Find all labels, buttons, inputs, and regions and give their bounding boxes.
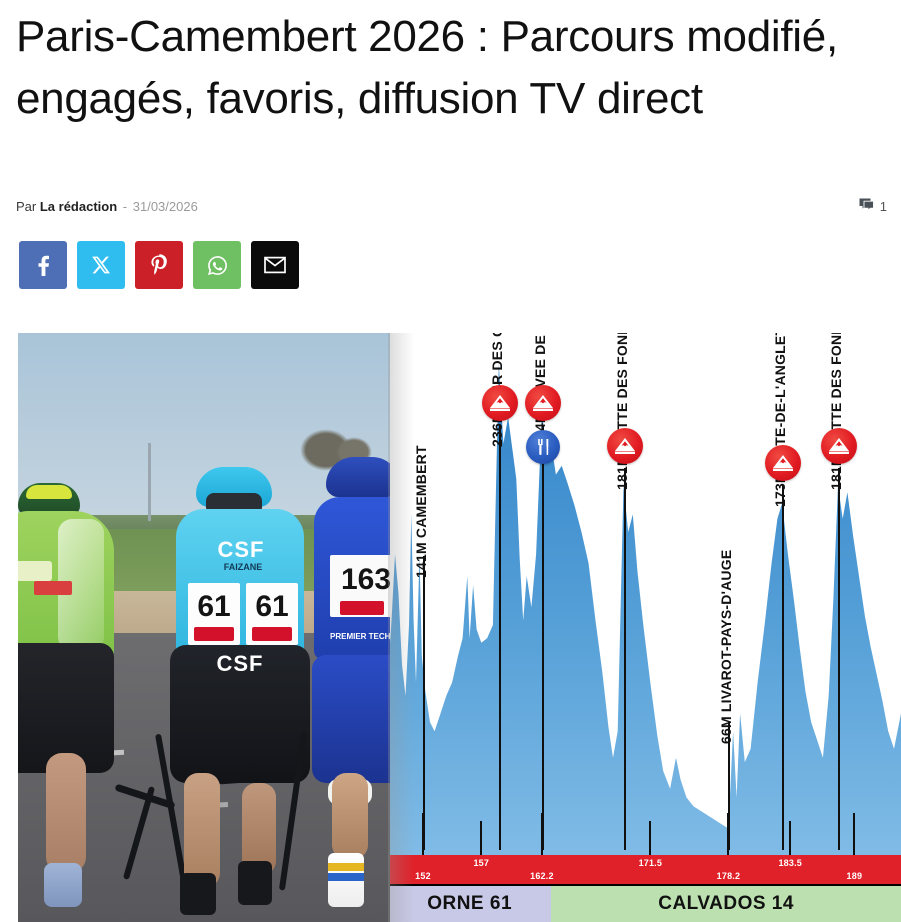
- km-label: 157: [473, 858, 490, 868]
- share-email-button[interactable]: [251, 241, 299, 289]
- rider-csf-bib-left: 61: [197, 590, 231, 623]
- rider-csf-leg: [242, 783, 276, 875]
- pinterest-icon: [148, 254, 170, 276]
- twitter-x-icon: [91, 255, 111, 275]
- marker-label: 181M BUTTE DES FONDITS: [828, 333, 845, 490]
- marker-stem: [728, 722, 731, 850]
- page-title: Paris-Camembert 2026 : Parcours modifié,…: [16, 12, 838, 124]
- department-bar: ORNE 61 CALVADOS 14: [388, 886, 901, 922]
- share-pinterest-button[interactable]: [135, 241, 183, 289]
- rider-csf-bib-right: 61: [255, 590, 289, 623]
- share-buttons: [19, 241, 299, 289]
- byline-author[interactable]: La rédaction: [39, 199, 118, 214]
- km-tick: [853, 813, 856, 855]
- rider-csf-shorts-team: CSF: [216, 651, 264, 676]
- km-label: 178.2: [716, 871, 741, 881]
- rider-blue-sock-band: [328, 863, 364, 871]
- rider-csf-leg: [184, 773, 220, 887]
- rider-blue-helmet: [326, 457, 390, 497]
- email-icon: [264, 256, 286, 274]
- km-label: 162.2: [530, 871, 554, 881]
- climb-icon: [524, 385, 561, 421]
- photo-pole: [148, 443, 151, 521]
- rider-green-sock: [44, 863, 82, 907]
- comments-link[interactable]: 1: [859, 198, 887, 214]
- rider-green-helmet-vent: [26, 485, 72, 499]
- rider-csf-sock: [180, 873, 216, 915]
- rider-blue-bib-logo: [340, 601, 384, 615]
- department-label: ORNE 61: [388, 886, 552, 922]
- share-whatsapp-button[interactable]: [193, 241, 241, 289]
- climb-icon: [481, 385, 518, 421]
- climb-icon: [606, 427, 643, 464]
- rider-csf-shorts: [170, 645, 310, 783]
- km-tick: [480, 821, 483, 855]
- marker-stem: [422, 556, 425, 850]
- rider-blue-bib-number: 163: [340, 563, 390, 596]
- byline: Par La rédaction - 31/03/2026: [16, 199, 198, 214]
- rider-blue-sponsor: PREMIER TECH: [330, 632, 390, 641]
- marker-label: 181M BUTTE DES FONDITS: [613, 333, 630, 490]
- department-label: CALVADOS 14: [551, 886, 901, 922]
- article-photo: CSF FAIZANE 61 61 CSF 163 PREMIER TECH: [18, 333, 390, 922]
- rider-blue-sock-band: [328, 873, 364, 881]
- share-facebook-button[interactable]: [19, 241, 67, 289]
- rider-green-shorts: [18, 643, 114, 773]
- rider-csf-sponsor: FAIZANE: [223, 562, 263, 572]
- km-label: 171.5: [638, 858, 663, 868]
- byline-separator: -: [122, 199, 128, 214]
- rider-csf-sock: [238, 861, 272, 905]
- km-tick: [649, 821, 652, 855]
- facebook-icon: [32, 254, 54, 276]
- article-media: 141M CAMEMBERT236M MUR DES CHAMPEAUX214M…: [18, 333, 901, 922]
- rider-green-leg: [46, 753, 86, 873]
- whatsapp-icon: [206, 254, 229, 277]
- fork-knife-icon: [525, 430, 560, 464]
- rider-blue-shorts: [312, 655, 390, 783]
- share-twitter-button[interactable]: [77, 241, 125, 289]
- km-tick: [789, 821, 792, 855]
- byline-date: 31/03/2026: [132, 199, 198, 214]
- byline-prefix: Par: [16, 199, 37, 214]
- marker-stem: [623, 467, 626, 850]
- route-profile-chart: 141M CAMEMBERT236M MUR DES CHAMPEAUX214M…: [388, 333, 901, 922]
- marker-stem: [541, 425, 544, 850]
- marker-stem: [782, 485, 785, 850]
- comment-count: 1: [879, 198, 887, 214]
- marker-stem: [838, 467, 841, 850]
- km-label: 189: [846, 871, 863, 881]
- marker-label: 141M CAMEMBERT: [412, 445, 429, 579]
- rider-blue-leg: [332, 773, 368, 859]
- comment-icon: [859, 198, 874, 214]
- rider-csf-team-name: CSF: [217, 537, 265, 562]
- marker-stem: [498, 425, 501, 850]
- climb-icon: [821, 427, 858, 464]
- rider-green-sponsor-patch: [34, 581, 72, 595]
- km-axis-bar: 152 157 162.2 171.5 178.2 183.5 189: [388, 813, 901, 886]
- rider-csf-bib-logo: [194, 627, 234, 641]
- km-label: 152: [415, 871, 431, 881]
- elevation-area-chart: [388, 364, 901, 886]
- rider-green-sponsor-patch: [18, 561, 52, 581]
- rider-csf-bib-logo: [252, 627, 292, 641]
- km-label: 183.5: [778, 858, 802, 868]
- climb-icon: [765, 445, 802, 482]
- marker-label: 66M LIVAROT-PAYS-D'AUGE: [718, 549, 735, 744]
